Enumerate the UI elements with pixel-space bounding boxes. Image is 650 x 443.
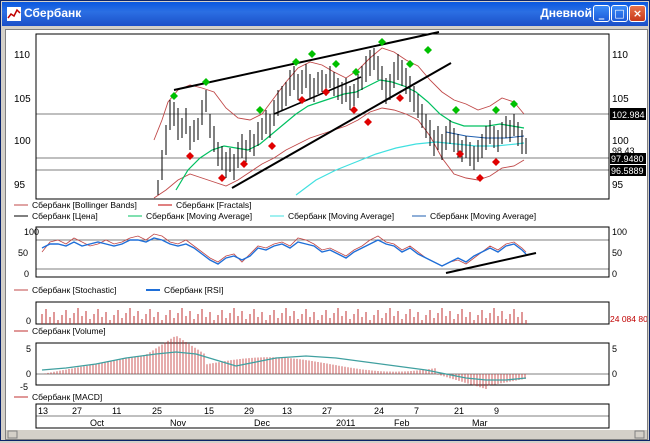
bollinger-lower [153, 107, 525, 199]
ma-cyan [295, 141, 525, 196]
day-label: 15 [204, 406, 214, 416]
price-right-label: 100 [612, 136, 629, 147]
chart-area: 110 105 100 95 110 105 100 95 98.43 102.… [5, 29, 650, 440]
window-title: Сбербанк [24, 6, 82, 20]
price-right-label: 95 [612, 180, 624, 191]
legend-item: Сбербанк [Moving Average] [430, 211, 536, 221]
close-button[interactable]: × [629, 5, 646, 22]
month-label: Feb [394, 418, 410, 428]
price-legend: Сбербанк [Bollinger Bands] Сбербанк [Fra… [14, 200, 536, 221]
legend-item: Сбербанк [MACD] [32, 392, 102, 402]
trendline-short [273, 76, 362, 115]
price-panel: 110 105 100 95 110 105 100 95 98.43 102.… [14, 31, 646, 200]
day-label: 11 [112, 406, 121, 416]
price-ytick: 110 [14, 50, 30, 61]
price-box-label: 96.5889 [611, 166, 644, 176]
fractal-down-markers [186, 88, 500, 182]
trendline-lower [231, 62, 452, 189]
macd-ytick: 5 [26, 344, 31, 354]
day-label: 13 [38, 406, 48, 416]
price-box-label: 97.9480 [611, 154, 644, 164]
period-label: Дневной [540, 6, 592, 20]
day-label: 13 [282, 406, 292, 416]
volume-bars [41, 308, 527, 324]
osc-legend: Сбербанк [Stochastic] Сбербанк [RSI] [14, 285, 223, 295]
month-label: 2011 [336, 418, 355, 428]
macd-signal-line [41, 351, 527, 381]
chart-svg: 110 105 100 95 110 105 100 95 98.43 102.… [6, 31, 650, 439]
day-label: 7 [414, 406, 419, 416]
price-partial-label: 98.43 [612, 146, 635, 156]
minimize-button[interactable]: _ [593, 5, 610, 22]
macd-legend: Сбербанк [MACD] [14, 392, 102, 402]
trendline-upper [173, 31, 440, 91]
month-label: Nov [170, 418, 187, 428]
oscillator-trendline [445, 252, 537, 274]
price-bars [157, 48, 527, 195]
price-ytick: 100 [14, 136, 31, 147]
day-label: 25 [152, 406, 162, 416]
volume-ytick: 0 [26, 316, 31, 326]
time-axis: 13 27 11 25 15 29 13 27 24 7 21 9 Oct No… [35, 403, 610, 429]
month-label: Dec [254, 418, 271, 428]
osc-ytick: 100 [24, 227, 39, 237]
price-right-label: 105 [612, 94, 629, 105]
day-label: 9 [494, 406, 499, 416]
day-label: 24 [374, 406, 384, 416]
macd-histogram [44, 336, 526, 389]
osc-right-label: 0 [612, 269, 617, 279]
chart-app-icon [7, 7, 21, 21]
month-label: Mar [472, 418, 488, 428]
macd-ytick: 0 [26, 369, 31, 379]
day-label: 21 [454, 406, 464, 416]
month-label: Oct [90, 418, 105, 428]
horizontal-scrollbar[interactable] [6, 430, 647, 439]
rsi-line [41, 237, 527, 267]
osc-ytick: 50 [18, 248, 28, 258]
legend-item: Сбербанк [Volume] [32, 326, 106, 336]
legend-item: Сбербанк [Bollinger Bands] [32, 200, 137, 210]
legend-item: Сбербанк [Цена] [32, 211, 98, 221]
legend-item: Сбербанк [Moving Average] [288, 211, 394, 221]
fractal-up-markers [170, 38, 518, 114]
price-ytick: 95 [14, 180, 26, 191]
macd-right-label: 0 [612, 369, 617, 379]
day-label: 27 [72, 406, 82, 416]
osc-right-label: 100 [612, 227, 627, 237]
oscillator-panel: 100 50 0 100 50 0 [18, 226, 627, 279]
legend-item: Сбербанк [Moving Average] [146, 211, 252, 221]
volume-value-label: 24 084 803 [610, 314, 647, 324]
day-label: 29 [244, 406, 254, 416]
macd-ytick: -5 [20, 382, 28, 392]
price-right-label: 110 [612, 50, 628, 61]
osc-right-label: 50 [612, 248, 622, 258]
volume-legend: Сбербанк [Volume] [14, 326, 106, 336]
legend-item: Сбербанк [Stochastic] [32, 285, 116, 295]
price-box-label: 102.984 [612, 110, 645, 120]
macd-panel: 5 0 -5 5 0 [20, 336, 617, 392]
osc-ytick: 0 [24, 269, 29, 279]
title-bar: Сбербанк Дневной _ □ × [2, 2, 648, 26]
price-ytick: 105 [14, 94, 31, 105]
macd-right-label: 5 [612, 344, 617, 354]
scroll-right-button[interactable] [634, 430, 645, 439]
volume-panel: 0 24 084 803 [26, 301, 650, 326]
day-label: 27 [322, 406, 332, 416]
scroll-left-button[interactable] [7, 430, 18, 439]
legend-item: Сбербанк [RSI] [164, 285, 223, 295]
maximize-button[interactable]: □ [611, 5, 628, 22]
legend-item: Сбербанк [Fractals] [176, 200, 252, 210]
